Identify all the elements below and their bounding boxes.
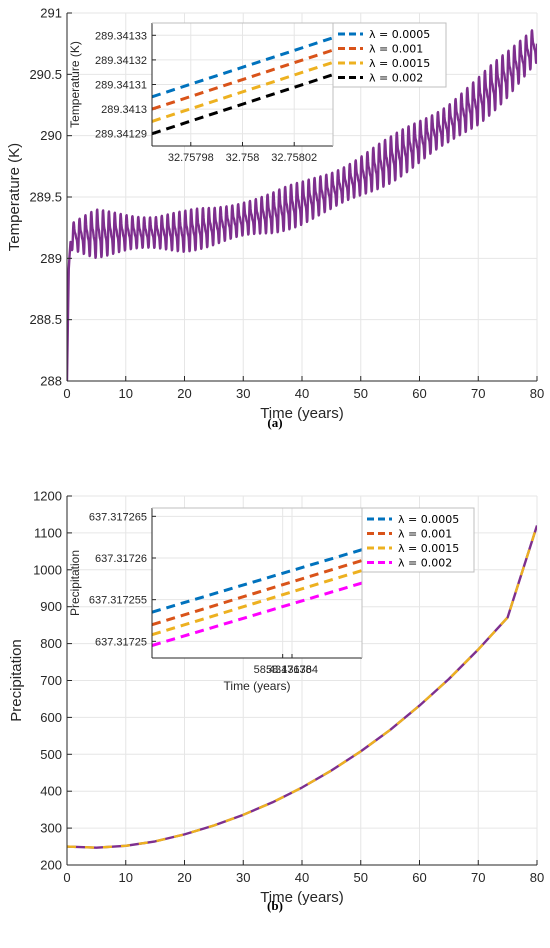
y-tick-label: 500 — [40, 747, 62, 762]
x-tick-label: 10 — [119, 870, 133, 885]
y-tick-label: 289 — [40, 251, 62, 266]
inset-y-axis-label: Temperature (K) — [68, 41, 82, 128]
inset-series-line-3 — [152, 73, 333, 136]
inset-y-tick-label: 289.34131 — [95, 80, 147, 92]
x-tick-label: 20 — [177, 386, 191, 401]
inset-series-line-0 — [152, 36, 333, 99]
inset-y-tick-label: 289.3413 — [101, 104, 147, 116]
y-tick-label: 200 — [40, 858, 62, 873]
x-tick-label: 70 — [471, 870, 485, 885]
series-line-0 — [67, 29, 537, 381]
x-tick-label: 30 — [236, 386, 250, 401]
inset-y-axis-label: Precipitation — [68, 550, 82, 616]
x-axis-label: Time (years) — [260, 405, 344, 422]
panel-a: 0 10 20 30 40 50 60 70 80 288 288.5 289 289.5 290 290.… — [6, 6, 544, 431]
inset-a: 32.75798 32.758 32.75802289.34129289.34132… — [68, 22, 334, 164]
legend-label: λ = 0.002 — [369, 72, 423, 85]
inset-series-line-3 — [152, 581, 362, 647]
x-tick-label: 50 — [354, 870, 368, 885]
x-tick-label: 80 — [530, 386, 544, 401]
series-dash-overlay-0 — [67, 525, 537, 849]
y-tick-label: 1200 — [33, 489, 62, 504]
x-tick-label: 0 — [63, 870, 70, 885]
legend-label: λ = 0.0015 — [369, 57, 430, 70]
y-tick-label: 290.5 — [29, 67, 62, 82]
inset-y-tick-label: 289.34133 — [95, 30, 147, 42]
inset-series-line-2 — [152, 569, 362, 637]
legend-label: λ = 0.001 — [369, 43, 423, 56]
x-tick-label: 0 — [63, 386, 70, 401]
panel-caption: (b) — [267, 898, 283, 913]
inset-x-tick-label: 58.431764 — [266, 664, 318, 676]
y-tick-label: 300 — [40, 821, 62, 836]
legend-label: λ = 0.002 — [398, 557, 452, 570]
x-tick-label: 60 — [412, 870, 426, 885]
y-tick-label: 288.5 — [29, 312, 62, 327]
x-tick-label: 60 — [412, 386, 426, 401]
y-tick-label: 800 — [40, 636, 62, 651]
legend-label: λ = 0.0005 — [369, 28, 430, 41]
panel-b: 0 10 20 30 40 50 60 70 80 200 300 400 500 600 700 800 90… — [8, 489, 544, 914]
inset-series-line-1 — [152, 48, 333, 111]
inset-series-line-1 — [152, 559, 362, 627]
y-axis-label: Precipitation — [8, 639, 25, 722]
inset-y-tick-label: 289.34129 — [95, 129, 147, 141]
x-tick-label: 80 — [530, 870, 544, 885]
x-tick-label: 40 — [295, 386, 309, 401]
inset-y-tick-label: 637.317255 — [89, 595, 147, 607]
inset-y-tick-label: 637.31725 — [95, 636, 147, 648]
y-tick-label: 900 — [40, 599, 62, 614]
inset-y-tick-label: 637.317265 — [89, 511, 147, 523]
panel-caption: (a) — [267, 415, 282, 430]
x-tick-label: 70 — [471, 386, 485, 401]
y-tick-label: 288 — [40, 374, 62, 389]
inset-plot-area — [152, 508, 362, 658]
y-tick-label: 291 — [40, 6, 62, 21]
y-tick-label: 700 — [40, 673, 62, 688]
x-tick-label: 20 — [177, 870, 191, 885]
inset-series-line-0 — [152, 548, 362, 614]
legend-label: λ = 0.001 — [398, 528, 452, 541]
x-tick-label: 50 — [354, 386, 368, 401]
x-tick-label: 30 — [236, 870, 250, 885]
x-tick-label: 10 — [119, 386, 133, 401]
inset-x-tick-label: 32.75802 — [271, 152, 317, 164]
x-tick-label: 40 — [295, 870, 309, 885]
y-tick-label: 1000 — [33, 562, 62, 577]
y-axis-label: Temperature (K) — [6, 143, 23, 251]
inset-x-axis-label: Time (years) — [224, 679, 291, 693]
y-tick-label: 600 — [40, 710, 62, 725]
inset-x-tick-label: 58.4317638 — [254, 664, 312, 676]
legend-label: λ = 0.0015 — [398, 542, 459, 555]
inset-x-tick-label: 32.75798 — [168, 152, 214, 164]
inset-y-tick-label: 637.31726 — [95, 553, 147, 565]
y-tick-label: 290 — [40, 128, 62, 143]
x-axis-label: Time (years) — [260, 889, 344, 906]
legend-label: λ = 0.0005 — [398, 513, 459, 526]
y-tick-label: 400 — [40, 784, 62, 799]
y-tick-label: 1100 — [34, 525, 62, 540]
inset-series-line-2 — [152, 60, 333, 123]
y-tick-label: 289.5 — [29, 190, 62, 205]
inset-x-tick-label: 32.758 — [226, 152, 260, 164]
inset-y-tick-label: 289.34132 — [95, 55, 147, 67]
